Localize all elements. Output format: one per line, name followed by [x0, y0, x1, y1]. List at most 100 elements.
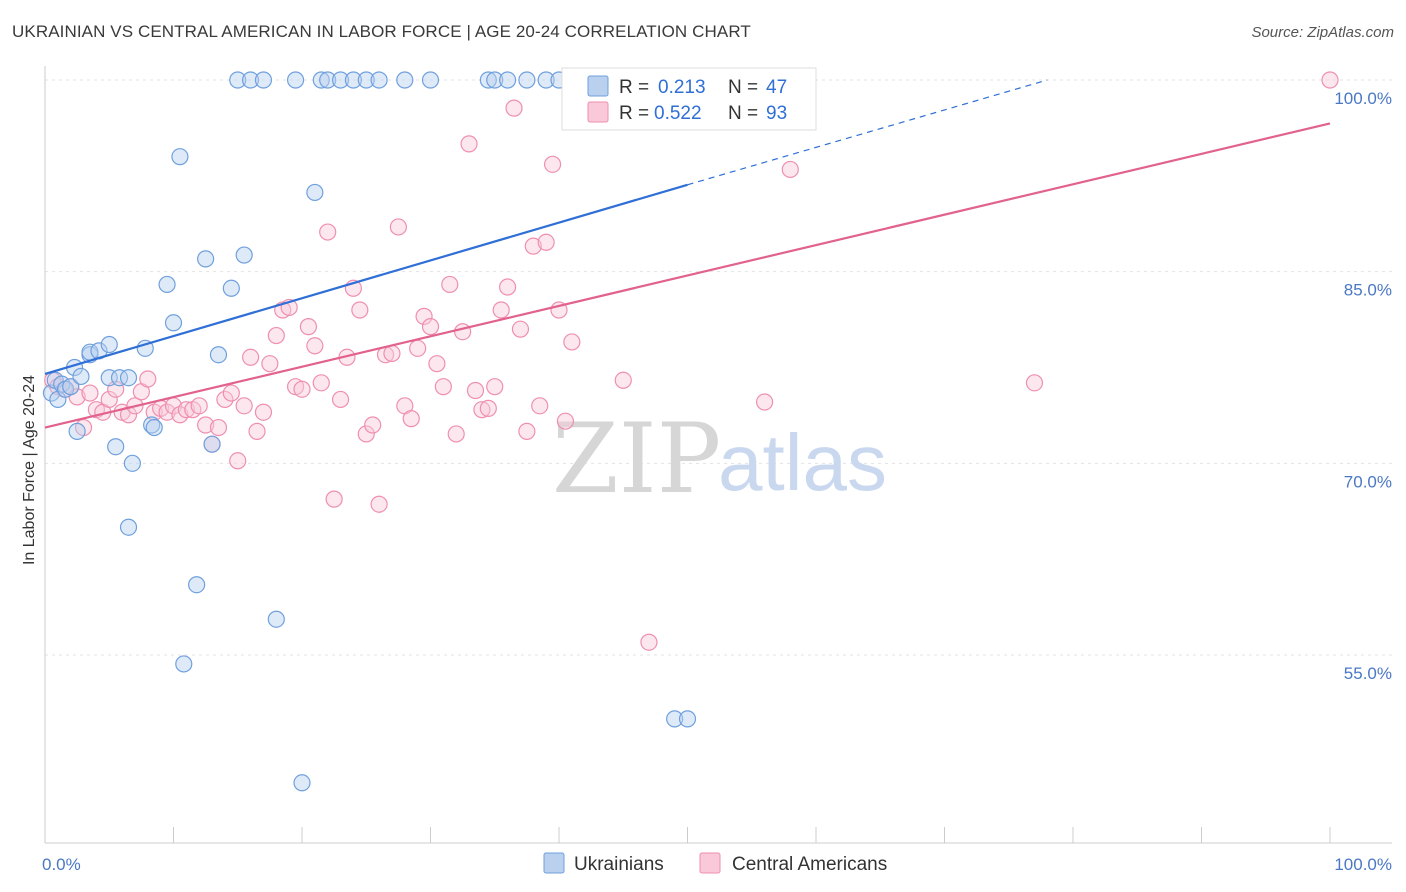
central-americans-point-43 [319, 223, 337, 241]
central-americans-point-6 [81, 384, 99, 402]
central-americans-point-76 [531, 397, 549, 415]
central-americans-point-77 [537, 233, 555, 251]
ukrainians-point-23 [164, 314, 183, 332]
grid-lines [45, 79, 1392, 656]
central-americans-point-27 [216, 390, 234, 409]
central-americans-point-65 [460, 135, 478, 153]
central-americans-point-44 [325, 490, 343, 508]
ukrainians-point-5 [62, 378, 80, 396]
central-americans-point-34 [261, 355, 279, 373]
bottom-legend-label-ukrainians: Ukrainians [574, 854, 664, 875]
central-americans-point-23 [190, 397, 208, 415]
central-americans-point-21 [177, 401, 195, 419]
y-tick-label-2: 85.0% [1344, 281, 1392, 300]
ukrainians-point-15 [110, 369, 129, 387]
central-americans-point-78 [543, 155, 562, 173]
ukrainians-point-12 [100, 335, 118, 354]
ukrainians-point-28 [203, 435, 221, 453]
ukrainians-point-37 [293, 774, 311, 792]
ukrainians-point-36 [286, 71, 305, 89]
y-tick-label-0: 55.0% [1344, 664, 1392, 683]
legend-n-value-ukrainians: 47 [766, 77, 787, 98]
central-americans-point-81 [563, 333, 581, 351]
ukrainians-point-35 [267, 610, 285, 628]
central-americans-point-40 [299, 318, 318, 336]
ukrainians-point-44 [370, 71, 388, 89]
ukrainians-point-26 [188, 576, 206, 594]
central-americans-point-64 [454, 323, 472, 341]
central-americans-point-63 [447, 425, 465, 443]
central-americans-point-73 [511, 320, 530, 338]
trend-lines [44, 79, 1331, 429]
central-americans-point-51 [370, 495, 388, 513]
central-americans-point-41 [306, 337, 324, 355]
ukrainians-point-33 [242, 71, 260, 89]
x-tick-labels: 0.0% 100.0% [42, 855, 1392, 874]
central-americans-point-9 [100, 390, 118, 409]
central-americans-point-50 [364, 416, 382, 434]
ukrainians-point-29 [209, 346, 228, 364]
central-americans-point-74 [518, 422, 536, 440]
bottom-legend-label-central-americans: Central Americans [732, 854, 887, 875]
central-americans-point-15 [139, 370, 157, 388]
central-americans-point-80 [556, 412, 575, 430]
y-tick-label-1: 70.0% [1344, 472, 1392, 491]
central-americans-point-30 [235, 397, 253, 415]
ukrainians-point-54 [678, 710, 697, 728]
central-americans-point-18 [158, 403, 176, 421]
central-americans-point-88 [1321, 71, 1339, 89]
trend-line-central-americans [44, 122, 1331, 429]
ukrainians-point-25 [175, 655, 193, 673]
central-americans-point-33 [254, 403, 273, 421]
central-americans-point-31 [242, 348, 260, 366]
legend-n-label-central-americans: N = [728, 103, 758, 124]
legend-r-value-ukrainians: 0.213 [658, 77, 706, 98]
ukrainians-point-34 [254, 71, 273, 89]
ukrainians-point-46 [421, 71, 440, 89]
central-americans-point-70 [492, 301, 510, 319]
central-americans-point-32 [248, 422, 266, 440]
central-americans-point-71 [499, 278, 517, 296]
ukrainians-point-18 [119, 518, 138, 536]
bottom-legend-swatch-central-americans [699, 852, 721, 874]
central-americans-point-39 [293, 380, 311, 398]
central-americans-point-83 [614, 371, 632, 389]
central-americans-point-84 [640, 633, 658, 651]
ukrainians-point-47 [479, 71, 497, 89]
ukrainians-point-24 [171, 148, 189, 166]
ukrainians-point-20 [143, 416, 161, 434]
ukrainians-point-27 [197, 250, 215, 268]
ukrainians-point-41 [331, 71, 350, 89]
central-americans-point-72 [505, 99, 523, 117]
ukrainians-point-14 [107, 438, 125, 456]
central-americans-point-87 [1025, 374, 1044, 392]
ukrainians-point-53 [666, 710, 684, 728]
legend-r-value-central-americans: 0.522 [654, 103, 702, 124]
legend-r-label-central-americans: R = [619, 103, 649, 124]
legend-n-value-central-americans: 93 [766, 103, 787, 124]
central-americans-point-61 [434, 378, 452, 396]
ukrainians-point-42 [344, 71, 362, 89]
ukrainians-point-45 [396, 71, 414, 89]
central-americans-point-85 [755, 393, 774, 411]
central-americans-point-86 [781, 160, 799, 179]
central-americans-point-45 [331, 390, 350, 409]
series-central-americans [44, 71, 1339, 651]
central-americans-point-59 [421, 318, 440, 336]
central-americans-point-28 [222, 384, 240, 402]
central-americans-point-66 [466, 381, 485, 400]
central-americans-point-68 [479, 399, 497, 417]
ukrainians-point-22 [158, 275, 176, 294]
bottom-legend-swatch-ukrainians [543, 852, 565, 874]
y-tick-label-3: 100.0% [1334, 89, 1392, 108]
legend-n-label-ukrainians: N = [728, 77, 758, 98]
legend-swatch-central-americans [587, 101, 609, 123]
legend-r-label-ukrainians: R = [619, 77, 649, 98]
trend-line-ukrainians-extension [687, 79, 1048, 186]
top-legend: R = 0.213 N = 47 R = 0.522 N = 93 [561, 67, 817, 131]
axes [44, 66, 1392, 844]
ukrainians-point-48 [486, 71, 504, 89]
central-americans-point-24 [197, 416, 215, 434]
source-label: Source: ZipAtlas.com [1251, 24, 1394, 41]
